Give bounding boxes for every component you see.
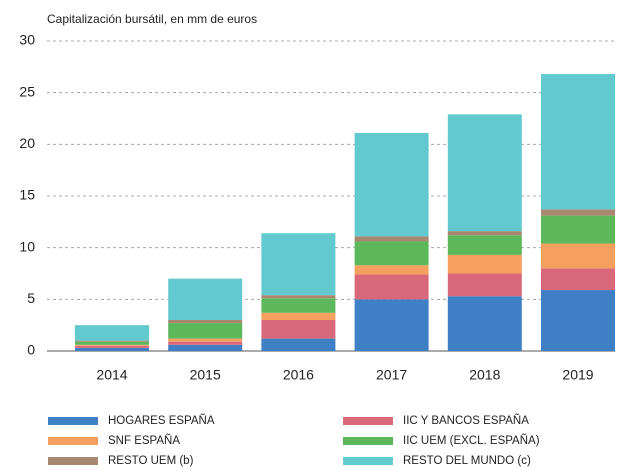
bar-segment [354,299,429,351]
bar-segment [541,268,615,291]
legend-label: IIC Y BANCOS ESPAÑA [403,414,529,427]
bar-segment [541,74,615,210]
bar-segment [168,323,243,339]
bar-segment [354,265,429,275]
bar-segment [75,341,149,345]
y-tick-label: 15 [19,187,35,203]
x-tick-label: 2019 [562,367,593,383]
bar-segment [354,241,429,266]
legend-swatch [343,457,393,465]
bar-segment [75,340,149,342]
x-tick-label: 2015 [190,367,221,383]
bar-segment [168,320,243,324]
bar-segment [354,274,429,300]
y-tick-label: 10 [19,238,35,254]
y-tick-label: 0 [27,342,35,358]
legend-swatch [343,417,393,425]
bar-segment [168,278,243,320]
y-tick-label: 25 [19,83,35,99]
bar-segment [447,273,522,297]
legend-label: RESTO UEM (b) [108,455,194,467]
bar-segment [168,341,243,345]
legend-label: SNF ESPAÑA [108,434,180,447]
bar-segment [447,231,522,236]
x-tick-label: 2014 [96,367,127,383]
bar-segment [261,295,336,299]
bar-segment [75,344,149,346]
legend-swatch [48,457,98,465]
bar-segment [261,312,336,320]
legend-swatch [48,437,98,445]
bar-segment [261,320,336,339]
bar-segment [354,132,429,237]
bar-segment [447,235,522,255]
legend-label: HOGARES ESPAÑA [108,414,215,427]
bar-segment [541,243,615,269]
legend-swatch [343,437,393,445]
bar-segment [541,290,615,351]
bar-segment [541,209,615,216]
bar-segment [447,114,522,232]
x-tick-label: 2018 [469,367,500,383]
bar-segment [541,215,615,244]
legend-swatch [48,417,98,425]
bar-segment [447,254,522,274]
bar-segment [168,344,243,351]
chart-subtitle: Capitalización bursátil, en mm de euros [47,12,257,26]
x-tick-label: 2016 [283,367,314,383]
y-tick-label: 20 [19,135,35,151]
bar-segment [261,233,336,296]
y-tick-label: 5 [27,290,35,306]
bar-segment [75,325,149,341]
bar-segment [75,345,149,348]
y-tick-label: 30 [19,32,35,48]
bar-segment [168,338,243,342]
bar-segment [447,296,522,351]
legend-label: IIC UEM (EXCL. ESPAÑA) [403,434,540,447]
bar-segment [75,347,149,351]
x-tick-label: 2017 [376,367,407,383]
bar-segment [261,338,336,351]
bar-segment [261,298,336,313]
legend-label: RESTO DEL MUNDO (c) [403,455,531,467]
bar-segment [354,236,429,242]
